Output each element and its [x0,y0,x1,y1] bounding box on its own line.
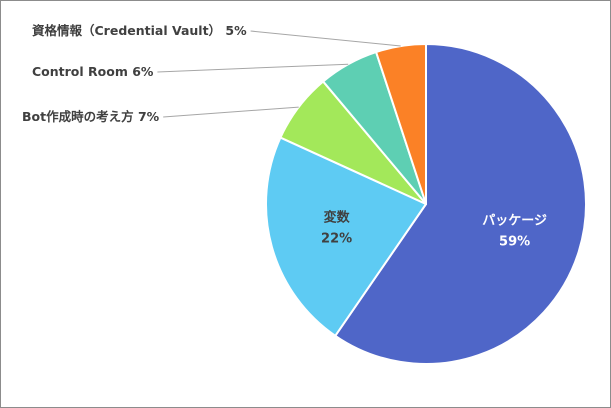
leader-line [250,30,401,47]
slice-label: パッケージ [482,214,547,229]
leader-line [163,106,299,118]
pie-slice-2 [265,136,427,337]
slice-label: 変数 [324,210,351,226]
slice-outside-label: Control Room 6% [32,64,154,79]
pie-slices [265,43,587,365]
slice-outside-label: 資格情報（Credential Vault） 5% [32,23,247,38]
pie-slice-5 [375,43,427,205]
leader-lines [157,30,401,118]
pie-slice-1 [334,43,587,365]
data-labels: パッケージ 59% 変数 22% Bot作成時の考え方 7% Control Room 6… [22,23,547,250]
leader-line [157,63,349,73]
slice-outside-label: Bot作成時の考え方 7% [22,109,160,124]
slice-percent-label: 59% [499,235,530,250]
slice-percent-label: 22% [321,232,352,247]
